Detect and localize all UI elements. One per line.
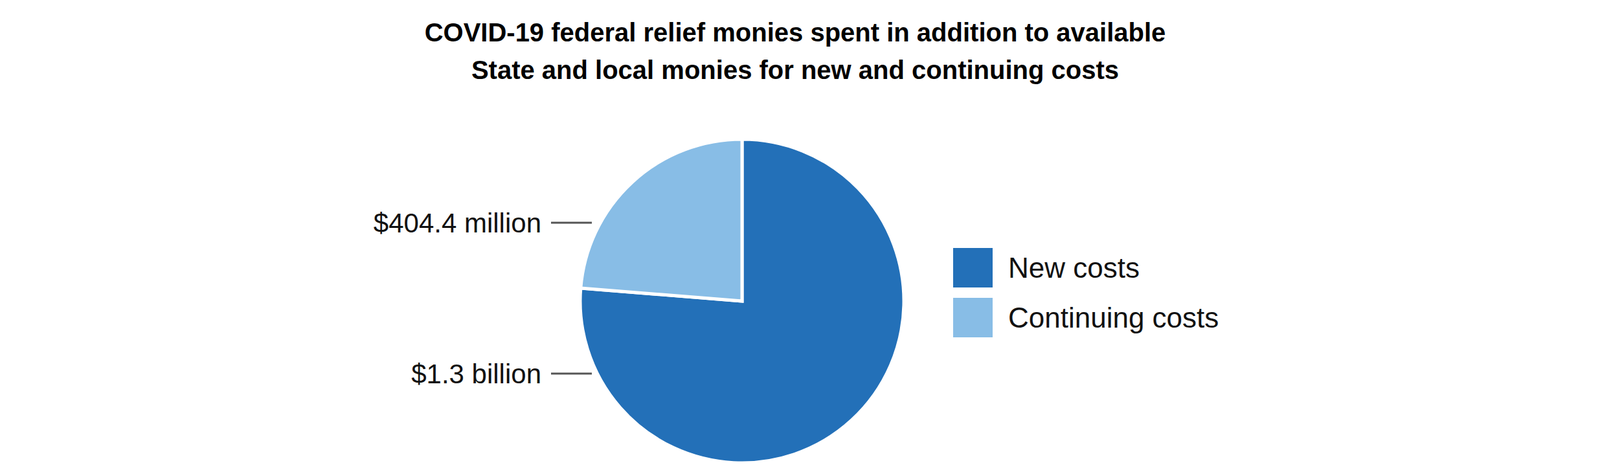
legend-swatch — [953, 247, 993, 288]
legend-label: Continuing costs — [1008, 301, 1219, 334]
legend-label: New costs — [1008, 251, 1140, 284]
legend: New costs Continuing costs — [953, 247, 1219, 338]
chart: COVID-19 federal relief monies spent in … — [0, 0, 1600, 472]
pie-slice — [580, 139, 904, 463]
title-line: State and local monies for new and conti… — [471, 55, 1119, 85]
data-label: $404.4 million — [373, 207, 542, 239]
leader-line — [551, 372, 592, 375]
pie-slice — [580, 139, 743, 302]
data-label: $1.3 billion — [411, 358, 542, 390]
legend-swatch — [953, 297, 993, 338]
pie — [580, 139, 904, 463]
title-line: COVID-19 federal relief monies spent in … — [424, 18, 1167, 47]
leader-line — [551, 222, 592, 225]
title: COVID-19 federal relief monies spent in … — [424, 18, 1167, 85]
